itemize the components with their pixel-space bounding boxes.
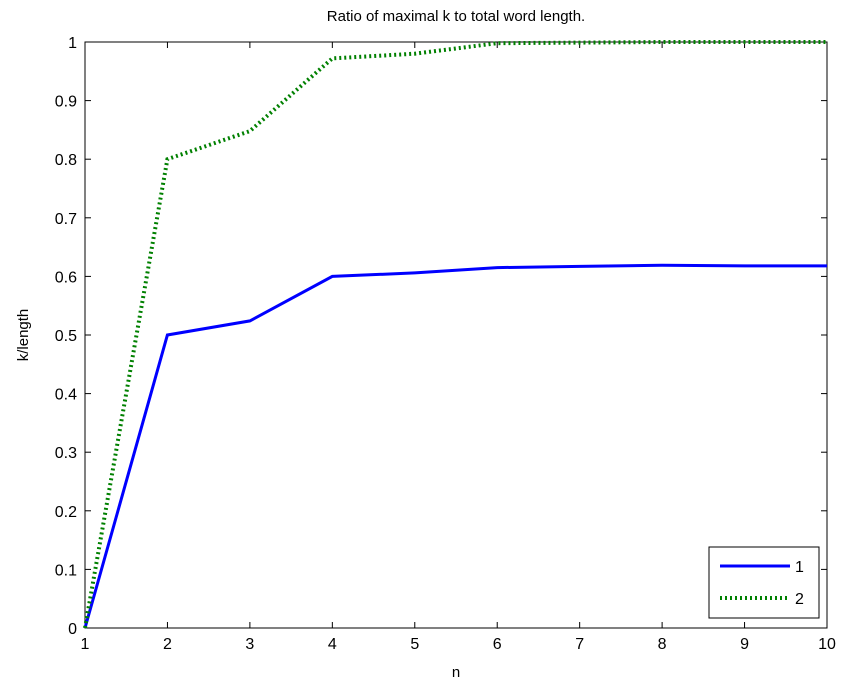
y-tick-label: 0.1 [55,562,77,579]
x-axis: 1 2 3 4 5 6 7 8 9 10 [81,42,836,653]
chart-title: Ratio of maximal k to total word length. [327,8,585,25]
y-tick-label: 0.2 [55,504,77,521]
legend-label-series-1: 1 [795,559,804,576]
y-tick-label: 0.4 [55,387,77,404]
y-tick-label: 0.9 [55,94,77,111]
x-tick-label: 10 [818,636,836,653]
x-tick-label: 4 [328,636,337,653]
y-tick-label: 0.5 [55,328,77,345]
x-tick-label: 9 [740,636,749,653]
x-tick-label: 5 [410,636,419,653]
y-tick-label: 0.8 [55,152,77,169]
legend-label-series-2: 2 [795,591,804,608]
x-tick-label: 8 [658,636,667,653]
x-axis-label: n [452,664,460,681]
series-line-1 [83,263,827,629]
x-tick-label: 2 [163,636,172,653]
y-tick-label: 1 [68,35,77,52]
x-tick-label: 6 [493,636,502,653]
y-axis-label: k/length [15,309,32,362]
y-tick-label: 0.6 [55,269,77,286]
plot-area [84,41,828,629]
legend: 1 2 [708,546,820,619]
x-tick-label: 3 [245,636,254,653]
y-tick-label: 0.7 [55,211,77,228]
x-tick-label: 7 [575,636,584,653]
legend-box [708,546,820,619]
x-tick-label: 1 [81,636,90,653]
y-tick-label: 0 [68,621,77,638]
y-axis: 0 0.1 0.2 0.3 0.4 0.5 0.6 0.7 0.8 0.9 1 [55,35,827,638]
y-tick-label: 0.3 [55,445,77,462]
series-lines [83,40,827,629]
